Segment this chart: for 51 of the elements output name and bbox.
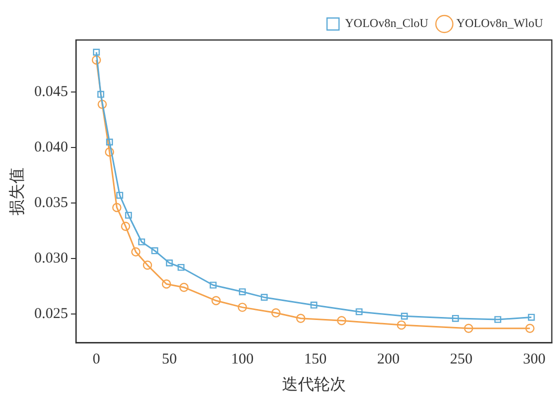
point <box>104 147 114 157</box>
point <box>125 212 132 219</box>
point <box>260 294 268 301</box>
y-tick-label: 0.025 <box>34 306 68 322</box>
point <box>271 308 281 318</box>
point <box>310 302 318 309</box>
point <box>151 247 158 254</box>
y-axis-title: 损失值 <box>8 167 26 216</box>
point <box>452 314 459 322</box>
y-tick-label: 0.030 <box>34 250 68 266</box>
point <box>92 48 100 56</box>
x-tick-label: 50 <box>162 352 177 368</box>
point <box>178 264 184 271</box>
point <box>97 90 104 98</box>
x-tick-label: 200 <box>377 352 400 368</box>
y-tick-label: 0.040 <box>34 140 68 156</box>
legend-label: YOLOv8n_CloU <box>345 16 429 30</box>
point <box>337 316 346 326</box>
point <box>296 314 306 323</box>
point <box>400 312 408 320</box>
point <box>211 296 221 306</box>
point <box>98 100 107 109</box>
point <box>464 324 474 333</box>
point <box>106 138 113 146</box>
x-tick-label: 150 <box>304 352 327 368</box>
y-tick-label: 0.045 <box>34 84 68 100</box>
point <box>166 260 173 266</box>
y-tick-label: 0.035 <box>34 194 68 211</box>
x-axis-title: 迭代轮次 <box>282 376 346 394</box>
point <box>92 55 101 65</box>
point <box>138 238 146 246</box>
point <box>238 302 247 312</box>
x-tick-label: 100 <box>231 352 254 368</box>
point <box>142 260 152 270</box>
x-tick-label: 300 <box>523 352 546 368</box>
point <box>238 288 246 296</box>
point <box>162 279 172 289</box>
point <box>494 316 502 323</box>
point <box>120 222 130 231</box>
point <box>179 282 189 292</box>
point <box>210 282 217 289</box>
point <box>528 314 535 321</box>
point <box>396 320 406 330</box>
legend-label: YOLOv8n_WloU <box>456 16 544 30</box>
point <box>116 192 124 199</box>
point <box>525 324 535 333</box>
point <box>112 202 122 212</box>
point <box>356 308 363 316</box>
point <box>131 247 140 256</box>
x-tick-label: 0 <box>92 352 100 368</box>
x-tick-label: 250 <box>450 352 473 368</box>
